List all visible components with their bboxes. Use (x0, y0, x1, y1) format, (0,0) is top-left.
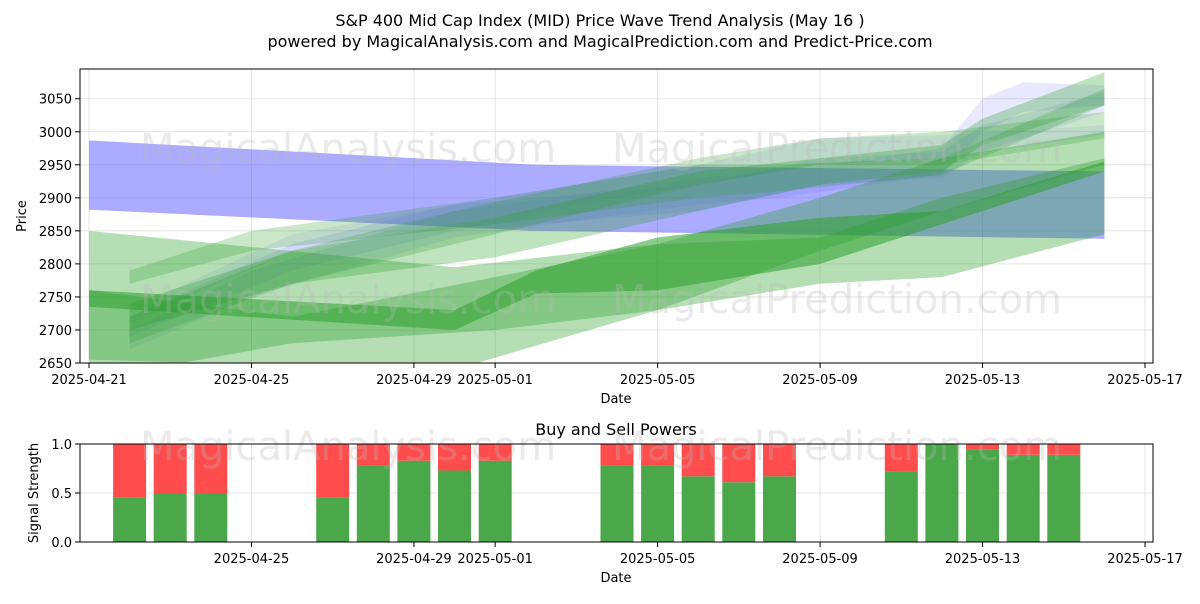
sell-bar (1006, 444, 1040, 455)
price-x-tick-label: 2025-04-21 (51, 373, 127, 388)
sell-bar (641, 444, 675, 466)
signal-bars (113, 444, 1081, 542)
buy-bar (356, 465, 390, 542)
buy-bar (113, 497, 147, 542)
price-x-tick-label: 2025-05-09 (782, 373, 858, 388)
buy-bar (478, 460, 512, 542)
price-x-tick-label: 2025-05-01 (457, 373, 533, 388)
price-y-tick-label: 2750 (39, 291, 72, 306)
price-band-blue-band-3 (129, 92, 1105, 337)
price-x-tick-label: 2025-04-29 (376, 373, 452, 388)
price-y-tick-label: 3000 (39, 126, 72, 141)
buy-bar (1006, 454, 1040, 542)
signal-x-tick-label: 2025-05-09 (782, 552, 858, 567)
signal-panel-title: Buy and Sell Powers (535, 420, 697, 439)
buy-bar (641, 465, 675, 542)
sell-bar (397, 444, 431, 461)
sell-bar (681, 444, 715, 477)
sell-bar (763, 444, 796, 477)
price-band-green-band-5 (129, 111, 1105, 344)
buy-bar (316, 497, 350, 542)
buy-bar (194, 493, 228, 542)
signal-x-axis-label: Date (600, 571, 631, 586)
buy-bar (884, 471, 918, 542)
sell-bar (316, 444, 350, 498)
price-y-tick-label: 2700 (39, 324, 72, 339)
price-band-blue-band-2 (129, 82, 1105, 350)
sell-bar (884, 444, 918, 472)
signal-x-tick-label: 2025-05-17 (1107, 552, 1183, 567)
sell-bar (478, 444, 512, 461)
watermark-mid-right: MagicalPrediction.com (612, 277, 1062, 323)
price-y-tick-label: 2650 (39, 357, 72, 372)
price-x-tick-label: 2025-04-25 (214, 373, 290, 388)
signal-x-tick-label: 2025-04-29 (376, 552, 452, 567)
sell-bar (113, 444, 147, 498)
price-y-tick-label: 2850 (39, 225, 72, 240)
sell-bar (194, 444, 228, 493)
buy-bar (722, 482, 756, 542)
signal-y-tick-label: 0.0 (51, 536, 72, 551)
buy-bar (925, 444, 959, 542)
signal-x-tick-label: 2025-04-25 (214, 552, 290, 567)
price-y-axis: 2650 2700 2750 2800 2850 2900 2950 3000 3050 (39, 93, 80, 372)
signal-y-tick-label: 1.0 (51, 438, 72, 453)
buy-bar (1047, 454, 1081, 542)
price-x-tick-label: 2025-05-17 (1107, 373, 1183, 388)
price-band-green-band-4 (129, 72, 1105, 331)
price-x-tick-label: 2025-05-13 (945, 373, 1021, 388)
sell-bar (722, 444, 756, 483)
buy-bar (681, 476, 715, 542)
price-band-green-band-6 (129, 88, 1105, 284)
signal-y-axis: 0.0 0.5 1.0 (51, 438, 80, 551)
price-y-tick-label: 2950 (39, 159, 72, 174)
price-band-green-band-3 (89, 161, 1105, 330)
signal-x-tick-label: 2025-05-01 (457, 552, 533, 567)
buy-bar (763, 476, 796, 542)
chart-subtitle: powered by MagicalAnalysis.com and Magic… (267, 32, 932, 51)
signal-x-axis: 2025-04-25 2025-04-29 2025-05-01 2025-05-05… (214, 542, 1183, 567)
price-x-axis: 2025-04-21 2025-04-25 2025-04-29 2025-05-01… (51, 363, 1183, 388)
sell-bar (356, 444, 390, 466)
price-y-axis-label: Price (15, 200, 30, 232)
buy-bar (153, 493, 187, 542)
watermark-bottom-left: MagicalAnalysis.com (140, 424, 556, 470)
buy-bar (600, 465, 634, 542)
watermark-top-right: MagicalPrediction.com (612, 126, 1062, 172)
price-band-blue-band-1 (89, 140, 1105, 239)
sell-bar (600, 444, 634, 466)
watermark-top-left: MagicalAnalysis.com (140, 126, 556, 172)
sell-bar (438, 444, 471, 471)
price-x-axis-label: Date (600, 392, 631, 407)
signal-y-tick-label: 0.5 (51, 487, 72, 502)
price-x-tick-label: 2025-05-05 (620, 373, 696, 388)
price-bands (89, 72, 1105, 363)
price-y-tick-label: 2900 (39, 192, 72, 207)
buy-bar (966, 449, 999, 542)
signal-x-tick-label: 2025-05-05 (620, 552, 696, 567)
price-panel: MagicalAnalysis.com MagicalPrediction.co… (15, 68, 1183, 407)
price-band-blue-band-4 (129, 125, 1105, 324)
sell-bar (153, 444, 187, 493)
chart-title: S&P 400 Mid Cap Index (MID) Price Wave T… (335, 11, 864, 30)
signal-y-axis-label: Signal Strength (27, 443, 42, 543)
signal-panel: Buy and Sell Powers MagicalAnalysis.com … (27, 420, 1183, 586)
sell-bar (1047, 444, 1081, 455)
buy-bar (397, 460, 431, 542)
buy-bar (438, 470, 471, 542)
price-y-tick-label: 2800 (39, 258, 72, 273)
watermark-bottom-right: MagicalPrediction.com (612, 424, 1062, 470)
signal-x-tick-label: 2025-05-13 (945, 552, 1021, 567)
price-plot-frame (79, 68, 1154, 364)
watermark-mid-left: MagicalAnalysis.com (140, 277, 556, 323)
price-y-tick-label: 3050 (39, 93, 72, 108)
sell-bar (966, 444, 999, 450)
